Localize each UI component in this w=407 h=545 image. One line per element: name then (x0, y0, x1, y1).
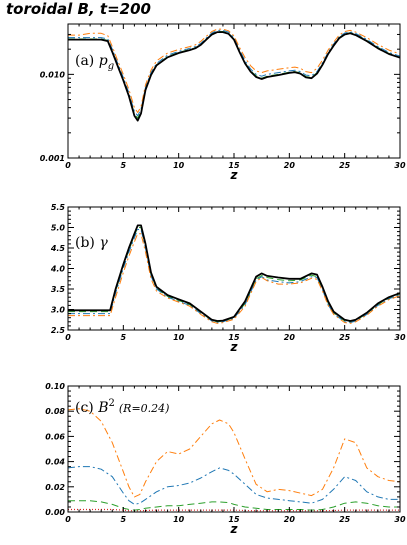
panel-label: (c) B2 (R=0.24) (75, 398, 169, 416)
x-tick-label: 15 (228, 515, 240, 524)
x-tick-label: 5 (121, 515, 127, 524)
x-tick-label: 10 (173, 333, 185, 342)
panel-c-b-squared: 0 5 10 15 20 25 30 z 0.00 0.02 0.04 0.06 0.08 0.10 (c)… (45, 382, 406, 536)
x-tick-label: 25 (339, 515, 351, 524)
panel-label: (b) γ (75, 235, 108, 251)
x-tick-label: 30 (394, 333, 406, 342)
x-tick-label: 5 (121, 161, 127, 170)
y-tick-label: 0.00 (45, 508, 65, 517)
x-tick-label: 15 (228, 333, 240, 342)
y-tick-label: 0.06 (45, 432, 65, 441)
series-line-2 (68, 500, 400, 511)
x-tick-label: 25 (339, 333, 351, 342)
y-tick-label: 3.5 (51, 285, 66, 294)
panel-note: (R=0.24) (119, 402, 170, 415)
x-axis-label: z (230, 340, 239, 354)
panel-label-subscript: g (108, 61, 114, 72)
x-tick-label: 0 (65, 161, 71, 170)
panel-a-pressure: 0 5 10 15 20 25 30 z 0.001 0.010 (a) pg (40, 23, 406, 182)
series-line-4 (68, 28, 400, 113)
series-line-4 (68, 233, 400, 324)
series-line-3 (68, 29, 400, 117)
x-tick-label: 20 (284, 515, 296, 524)
panel-label-prefix: (a) (75, 53, 99, 69)
y-tick-label: 0.001 (40, 154, 65, 163)
panel-label-prefix: (c) (75, 400, 98, 416)
x-tick-label: 0 (65, 333, 71, 342)
y-tick-label: 2.5 (51, 326, 66, 335)
panel-label-superscript: 2 (109, 398, 115, 409)
x-tick-label: 25 (339, 161, 351, 170)
y-tick-label: 5.0 (51, 224, 66, 233)
y-tick-label: 5.5 (51, 203, 66, 212)
series-line-1 (68, 508, 400, 512)
x-axis-label: z (230, 168, 239, 182)
y-tick-label: 4.5 (50, 244, 66, 253)
series-line-1 (68, 224, 400, 322)
plot-frame (67, 23, 401, 159)
panel-label: (a) pg (75, 53, 114, 72)
y-tick-label: 0.08 (45, 407, 65, 416)
x-tick-label: 30 (394, 161, 406, 170)
series-line-3 (68, 229, 400, 324)
series-line-3 (68, 466, 400, 505)
series-line-1 (68, 31, 400, 122)
series-group (68, 408, 400, 512)
x-axis-label: z (230, 522, 239, 536)
x-tick-label: 10 (173, 515, 185, 524)
series-group (68, 224, 400, 324)
x-tick-label: 5 (121, 333, 127, 342)
y-tick-label: 0.010 (40, 70, 66, 79)
x-tick-label: 10 (173, 161, 185, 170)
panel-label-symbol: p (99, 53, 108, 69)
figure-title: toroidal B, t=200 (6, 0, 151, 18)
y-tick-label: 4.0 (50, 265, 66, 274)
panel-label-symbol: B (97, 400, 108, 416)
x-tick-label: 15 (228, 161, 240, 170)
panel-label-symbol: γ (99, 235, 108, 251)
series-group (68, 28, 400, 122)
panel-label-prefix: (b) (75, 235, 99, 251)
panel-b-gamma: 0 5 10 15 20 25 30 z 2.5 3.0 3.5 4.0 4.5 5.0 5.5 (b) γ (50, 203, 406, 354)
y-tick-label: 0.02 (45, 483, 65, 492)
y-tick-label: 3.0 (51, 306, 66, 315)
y-tick-label: 0.04 (45, 458, 65, 467)
y-tick-label: 0.10 (45, 382, 65, 391)
series-line-2 (68, 31, 400, 119)
x-tick-label: 30 (394, 515, 406, 524)
x-tick-label: 0 (65, 515, 71, 524)
x-tick-label: 20 (284, 333, 296, 342)
series-line-4 (68, 408, 400, 498)
series-line-2 (68, 227, 400, 323)
plot-frame (67, 385, 401, 513)
x-tick-label: 20 (284, 161, 296, 170)
plot-frame (67, 206, 401, 331)
